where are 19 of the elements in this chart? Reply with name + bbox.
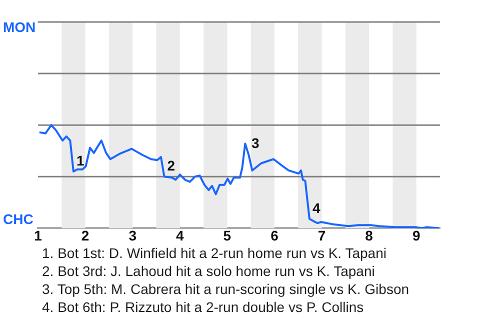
x-tick-label: 6 <box>270 227 279 244</box>
text: 2. Bot 3rd: J. Lahoud hit a solo home run vs K. Tapani <box>42 262 376 280</box>
x-tick-label: 9 <box>412 227 420 244</box>
x-tick-label: 4 <box>176 227 184 244</box>
annotation: 2 <box>167 158 176 174</box>
annotation: 4 <box>312 200 320 216</box>
text: CHC <box>3 211 34 228</box>
text: MON <box>3 18 36 35</box>
annotation: 1 <box>76 152 84 168</box>
text: 4. Bot 6th: P. Rizzuto hit a 2-run double vs P. Collins <box>42 298 365 316</box>
x-tick-label: 8 <box>365 227 374 244</box>
annotation: 3 <box>251 134 260 151</box>
x-tick-label: 2 <box>81 227 90 244</box>
text: 3. Top 5th: M. Cabrera hit a run-scoring single vs K. Gibson <box>42 280 410 298</box>
x-tick-label: 1 <box>34 227 42 244</box>
text: 1. Bot 1st: D. Winfield hit a 2-run home run vs K. Tapani <box>42 244 388 262</box>
x-tick-label: 3 <box>128 227 137 244</box>
x-tick-label: 7 <box>318 227 326 244</box>
x-tick-label: 5 <box>223 227 232 244</box>
